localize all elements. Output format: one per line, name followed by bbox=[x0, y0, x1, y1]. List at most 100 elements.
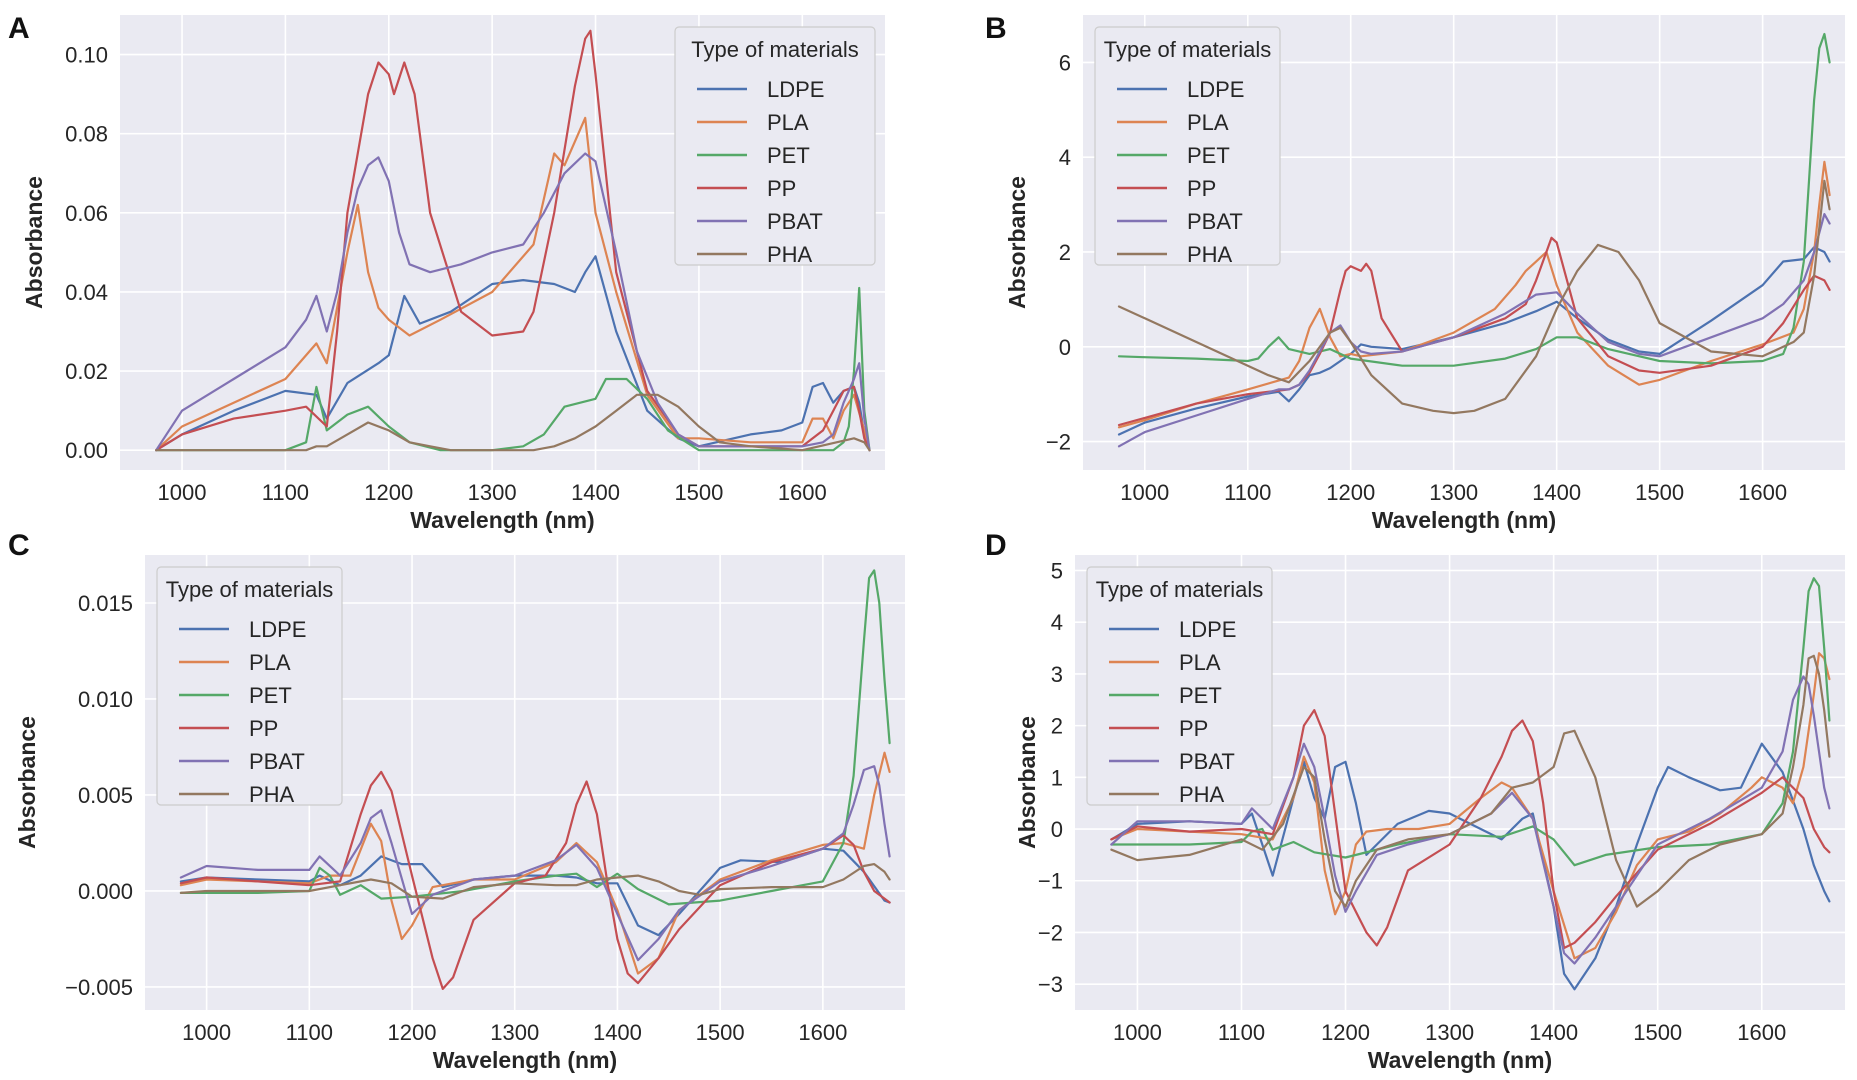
series-line-ldpe bbox=[155, 255, 871, 452]
chart-panel-b: B 1000 1100 1200 1300 1400 1500 1600 −2 0 2 4 6 Wavel… bbox=[985, 12, 1845, 533]
x-tick-label: 1500 bbox=[674, 480, 723, 505]
x-tick-label: 1400 bbox=[1532, 480, 1581, 505]
x-axis-label: Wavelength (nm) bbox=[433, 1047, 617, 1073]
series-line-pet bbox=[155, 286, 871, 452]
y-tick-label: 0 bbox=[1059, 335, 1071, 360]
x-tick-label: 1400 bbox=[593, 1020, 642, 1045]
x-tick-label: 1000 bbox=[1113, 1020, 1162, 1045]
y-tick-label: 0.02 bbox=[65, 359, 108, 384]
legend-title: Type of materials bbox=[1104, 37, 1272, 62]
y-tick-label: 2 bbox=[1059, 240, 1071, 265]
chart-panel-c: C 1000 1100 1200 1300 1400 1500 1600 −0.005 0.000… bbox=[8, 529, 905, 1073]
legend-box bbox=[674, 26, 876, 266]
x-tick-label: 1600 bbox=[1737, 1020, 1786, 1045]
y-tick-label: 5 bbox=[1051, 559, 1063, 584]
series-line-pbat bbox=[1117, 213, 1831, 448]
panel-letter: D bbox=[985, 529, 1007, 562]
legend-label-pbat: PBAT bbox=[767, 209, 823, 234]
x-tick-label: 1000 bbox=[182, 1020, 231, 1045]
y-tick-label: 6 bbox=[1059, 50, 1071, 75]
x-tick-label: 1300 bbox=[1429, 480, 1478, 505]
chart-panel-a: A 1000 1100 1200 1300 1400 1500 1600 0.00 0.02 0.0… bbox=[8, 12, 885, 533]
y-tick-label: −2 bbox=[1046, 430, 1071, 455]
x-tick-label: 1200 bbox=[1321, 1020, 1370, 1045]
legend-label-pha: PHA bbox=[1179, 782, 1225, 807]
y-tick-label: 2 bbox=[1051, 714, 1063, 739]
y-tick-label: 0.015 bbox=[78, 591, 133, 616]
legend-label-pha: PHA bbox=[767, 242, 813, 267]
series-line-pha bbox=[1117, 179, 1831, 415]
series-line-pp bbox=[155, 29, 871, 452]
legend-box bbox=[1086, 566, 1273, 806]
y-tick-label: 3 bbox=[1051, 662, 1063, 687]
y-tick-label: 4 bbox=[1051, 610, 1063, 635]
legend-label-pla: PLA bbox=[1179, 650, 1221, 675]
y-tick-label: 0.06 bbox=[65, 201, 108, 226]
x-tick-label: 1600 bbox=[778, 480, 827, 505]
legend-label-pp: PP bbox=[249, 716, 278, 741]
y-tick-label: 0.000 bbox=[78, 879, 133, 904]
y-tick-label: 0.10 bbox=[65, 43, 108, 68]
panel-letter: B bbox=[985, 12, 1007, 45]
x-axis-label: Wavelength (nm) bbox=[410, 507, 594, 533]
series-line-pbat bbox=[155, 152, 871, 452]
legend-label-ldpe: LDPE bbox=[1187, 77, 1244, 102]
legend-label-ldpe: LDPE bbox=[249, 617, 306, 642]
y-tick-label: 0.04 bbox=[65, 280, 108, 305]
x-tick-label: 1500 bbox=[1635, 480, 1684, 505]
series-line-pet bbox=[179, 569, 891, 906]
legend-label-ldpe: LDPE bbox=[767, 77, 824, 102]
x-tick-label: 1300 bbox=[490, 1020, 539, 1045]
y-axis-label: Absorbance bbox=[1014, 716, 1040, 849]
series-line-pet bbox=[1117, 32, 1831, 367]
legend-label-pet: PET bbox=[249, 683, 292, 708]
x-tick-label: 1100 bbox=[286, 1020, 333, 1045]
y-tick-label: 0.010 bbox=[78, 687, 133, 712]
legend-title: Type of materials bbox=[1096, 577, 1264, 602]
panel-letter: A bbox=[8, 12, 30, 45]
series-line-pla bbox=[1117, 160, 1831, 429]
y-tick-label: 0.00 bbox=[65, 438, 108, 463]
x-tick-label: 1600 bbox=[1738, 480, 1787, 505]
legend-label-pha: PHA bbox=[249, 782, 295, 807]
legend-label-ldpe: LDPE bbox=[1179, 617, 1236, 642]
x-tick-label: 1600 bbox=[798, 1020, 847, 1045]
series-line-pbat bbox=[1110, 675, 1831, 965]
x-tick-label: 1300 bbox=[468, 480, 517, 505]
y-tick-label: −2 bbox=[1038, 920, 1063, 945]
legend-box bbox=[1094, 26, 1281, 266]
x-tick-label: 1000 bbox=[1120, 480, 1169, 505]
y-tick-label: 0.005 bbox=[78, 783, 133, 808]
series-line-pbat bbox=[179, 765, 891, 962]
legend-label-pbat: PBAT bbox=[1187, 209, 1243, 234]
legend-label-pet: PET bbox=[767, 143, 810, 168]
legend-label-pla: PLA bbox=[767, 110, 809, 135]
series-line-pha bbox=[155, 393, 871, 452]
legend-title: Type of materials bbox=[691, 37, 859, 62]
legend-label-pp: PP bbox=[767, 176, 796, 201]
series-line-pla bbox=[155, 116, 871, 452]
y-tick-label: −3 bbox=[1038, 972, 1063, 997]
series-line-pha bbox=[1110, 654, 1831, 908]
x-tick-label: 1100 bbox=[1218, 1020, 1265, 1045]
y-tick-label: −1 bbox=[1038, 869, 1063, 894]
x-tick-label: 1200 bbox=[364, 480, 413, 505]
y-tick-label: −0.005 bbox=[65, 975, 133, 1000]
x-axis-label: Wavelength (nm) bbox=[1368, 1047, 1552, 1073]
series-line-pp bbox=[1110, 709, 1831, 950]
y-axis-label: Absorbance bbox=[1004, 176, 1030, 309]
legend-box bbox=[156, 566, 343, 806]
legend-label-pbat: PBAT bbox=[1179, 749, 1235, 774]
legend-label-pet: PET bbox=[1187, 143, 1230, 168]
x-tick-label: 1100 bbox=[262, 480, 309, 505]
legend-label-pbat: PBAT bbox=[249, 749, 305, 774]
series-line-pha bbox=[179, 863, 891, 900]
x-tick-label: 1500 bbox=[696, 1020, 745, 1045]
y-tick-label: 0 bbox=[1051, 817, 1063, 842]
x-tick-label: 1000 bbox=[158, 480, 207, 505]
y-tick-label: 0.08 bbox=[65, 122, 108, 147]
x-tick-label: 1200 bbox=[1326, 480, 1375, 505]
x-tick-label: 1400 bbox=[571, 480, 620, 505]
legend-title: Type of materials bbox=[166, 577, 334, 602]
